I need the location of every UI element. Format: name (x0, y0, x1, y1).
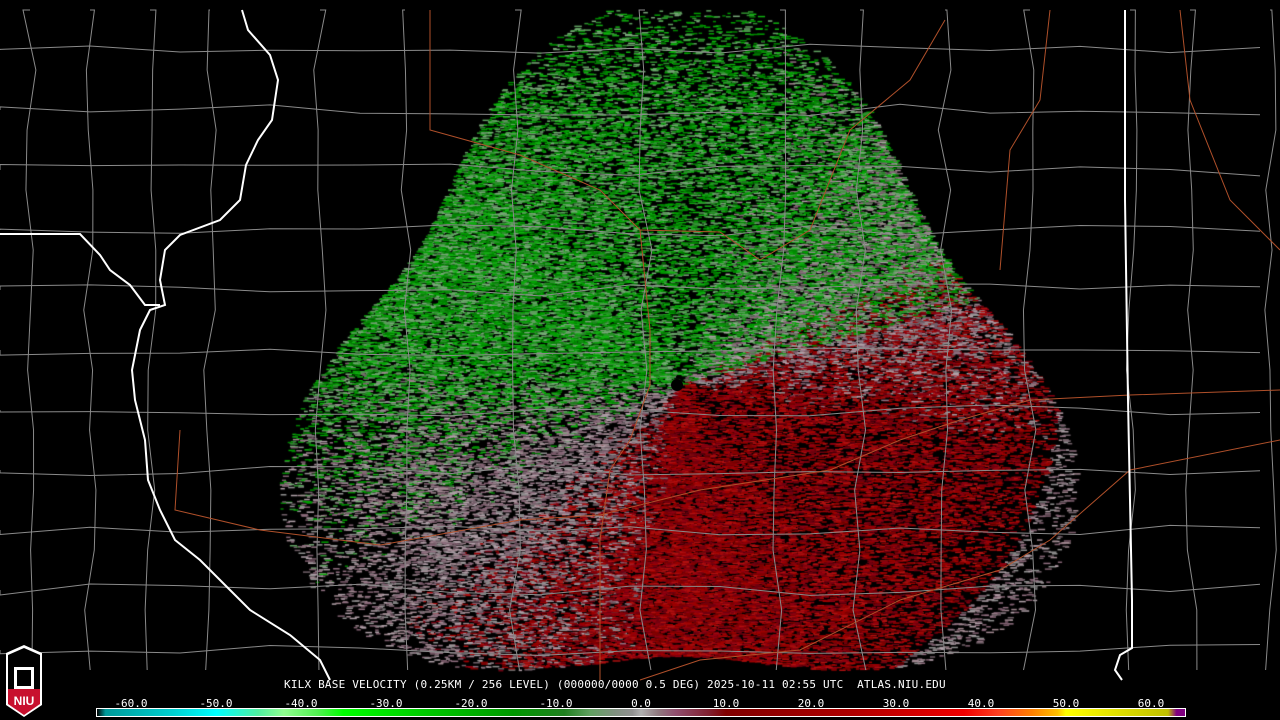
county-line (0, 644, 1261, 656)
colorbar-tick-label: -20.0 (454, 697, 488, 710)
colorbar-tick-label: 0.0 (631, 697, 651, 710)
product-title: KILX BASE VELOCITY (0.25KM / 256 LEVEL) … (284, 678, 946, 691)
colorbar-tick-label: -50.0 (199, 697, 233, 710)
county-line (0, 347, 1261, 357)
mississippi-river-border (130, 9, 331, 681)
state-boundaries (0, 9, 1133, 681)
county-line (0, 464, 1261, 476)
county-line (0, 43, 1261, 54)
colorbar-tick-label: 40.0 (967, 697, 995, 710)
highway-line (429, 10, 651, 680)
county-line (1125, 9, 1138, 671)
county-line (313, 9, 327, 671)
county-line (0, 524, 1261, 536)
county-line (144, 9, 157, 671)
indiana-border (1113, 10, 1133, 681)
radar-site-marker (671, 379, 683, 391)
county-line (1022, 9, 1037, 671)
county-line (400, 9, 412, 671)
county-line (0, 404, 1261, 417)
county-line (772, 9, 787, 671)
highway-line (999, 9, 1051, 271)
highway-line (639, 19, 946, 261)
colorbar-tick-label: -30.0 (369, 697, 403, 710)
county-line (852, 9, 867, 671)
colorbar-tick-label: 30.0 (882, 697, 910, 710)
niu-logo-text: NIU (14, 694, 35, 708)
county-line (0, 224, 1261, 237)
county-boundaries (0, 9, 1277, 671)
county-line (509, 9, 522, 671)
colorbar-tick-label: 20.0 (797, 697, 825, 710)
county-line (83, 9, 97, 671)
colorbar-ticks: -60.0 -50.0 -40.0 -30.0 -20.0 -10.0 0.0 10.0 20.… (0, 697, 1280, 710)
county-line (937, 9, 953, 671)
highway-line (1179, 9, 1280, 251)
iowa-missouri-border (0, 233, 160, 306)
highways (174, 9, 1280, 681)
county-line (203, 9, 217, 671)
county-line (0, 583, 1261, 596)
colorbar-tick-label: 50.0 (1052, 697, 1080, 710)
highway-line (174, 429, 521, 546)
colorbar-tick-label: -60.0 (114, 697, 148, 710)
highway-line (519, 389, 1280, 521)
colorbar-tick-label: -40.0 (284, 697, 318, 710)
niu-logo: NIU (2, 645, 46, 717)
county-line (1185, 9, 1198, 671)
velocity-colorbar (96, 708, 1186, 717)
county-line (1264, 9, 1277, 671)
colorbar-tick-label: 10.0 (712, 697, 740, 710)
county-line (638, 9, 653, 671)
highway-line (639, 439, 1280, 681)
colorbar-tick-label: 60.0 (1137, 697, 1165, 710)
colorbar-tick-label: -10.0 (539, 697, 573, 710)
county-line (0, 163, 1261, 177)
county-line (0, 283, 1261, 297)
county-line (22, 9, 37, 671)
county-line (0, 103, 1261, 117)
